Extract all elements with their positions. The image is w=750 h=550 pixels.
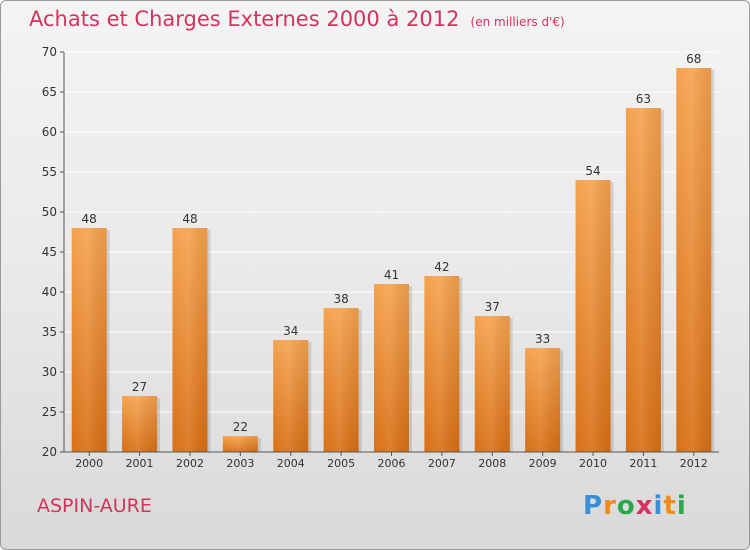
x-tick-label: 2010	[579, 457, 607, 470]
axis-layer: 20 25 30 35 40 45 50 55 60 65 70 2000 2001 2002 2003 20…	[42, 45, 719, 470]
bar-sheen	[424, 276, 460, 452]
logo-letter: i	[676, 491, 687, 521]
x-tick-label: 2011	[629, 457, 657, 470]
y-tick-label: 55	[42, 165, 57, 179]
data-label: 54	[585, 164, 600, 178]
logo-letter: r	[603, 491, 617, 521]
x-tick-label: 2009	[529, 457, 557, 470]
bar-sheen	[273, 340, 309, 452]
bar-sheen	[625, 108, 661, 452]
commune-name: ASPIN-AURE	[37, 495, 152, 517]
proxiti-logo: Proxiti	[583, 491, 687, 521]
chart-title: Achats et Charges Externes 2000 à 2012	[29, 7, 460, 31]
y-tick-label: 60	[42, 125, 57, 139]
data-label: 68	[686, 52, 701, 66]
logo-letter: t	[663, 491, 677, 521]
bar-sheen	[575, 180, 611, 452]
x-tick-label: 2012	[680, 457, 708, 470]
x-tick-label: 2002	[176, 457, 204, 470]
bar-sheen	[222, 436, 258, 452]
y-tick-label: 40	[42, 285, 57, 299]
y-tick-label: 65	[42, 85, 57, 99]
data-label: 48	[82, 212, 97, 226]
bar-sheen	[323, 308, 359, 452]
x-tick-label: 2006	[378, 457, 406, 470]
y-tick-label: 35	[42, 325, 57, 339]
data-label: 33	[535, 332, 550, 346]
y-tick-label: 25	[42, 405, 57, 419]
y-tick-label: 50	[42, 205, 57, 219]
bar-sheen	[474, 316, 510, 452]
bar-sheen	[525, 348, 561, 452]
bar-sheen	[172, 228, 208, 452]
bar-layer	[71, 68, 715, 452]
data-label: 37	[485, 300, 500, 314]
logo-letter: x	[635, 491, 654, 521]
x-tick-label: 2001	[126, 457, 154, 470]
bar-sheen	[122, 396, 158, 452]
data-label: 48	[182, 212, 197, 226]
title-row: Achats et Charges Externes 2000 à 2012 (…	[29, 7, 565, 31]
logo-letter: i	[653, 491, 664, 521]
x-tick-label: 2008	[478, 457, 506, 470]
y-tick-label: 20	[42, 445, 57, 459]
x-tick-label: 2003	[226, 457, 254, 470]
data-label: 38	[333, 292, 348, 306]
data-label: 63	[636, 92, 651, 106]
data-label: 22	[233, 420, 248, 434]
data-label: 41	[384, 268, 399, 282]
chart-subtitle: (en milliers d'€)	[470, 15, 565, 29]
x-tick-label: 2005	[327, 457, 355, 470]
label-layer: 48 27 48 22 34 38 41 42 37 33 54 63 68	[82, 52, 702, 434]
bar-sheen	[374, 284, 409, 452]
logo-letter: o	[616, 491, 636, 521]
x-tick-label: 2007	[428, 457, 456, 470]
data-label: 34	[283, 324, 298, 338]
data-label: 42	[434, 260, 449, 274]
x-tick-label: 2000	[75, 457, 103, 470]
bar-sheen	[676, 68, 712, 452]
bar-sheen	[71, 228, 107, 452]
logo-letter: P	[583, 491, 604, 521]
y-tick-label: 30	[42, 365, 57, 379]
x-tick-label: 2004	[277, 457, 305, 470]
y-tick-label: 45	[42, 245, 57, 259]
y-tick-label: 70	[42, 45, 57, 59]
data-label: 27	[132, 380, 147, 394]
